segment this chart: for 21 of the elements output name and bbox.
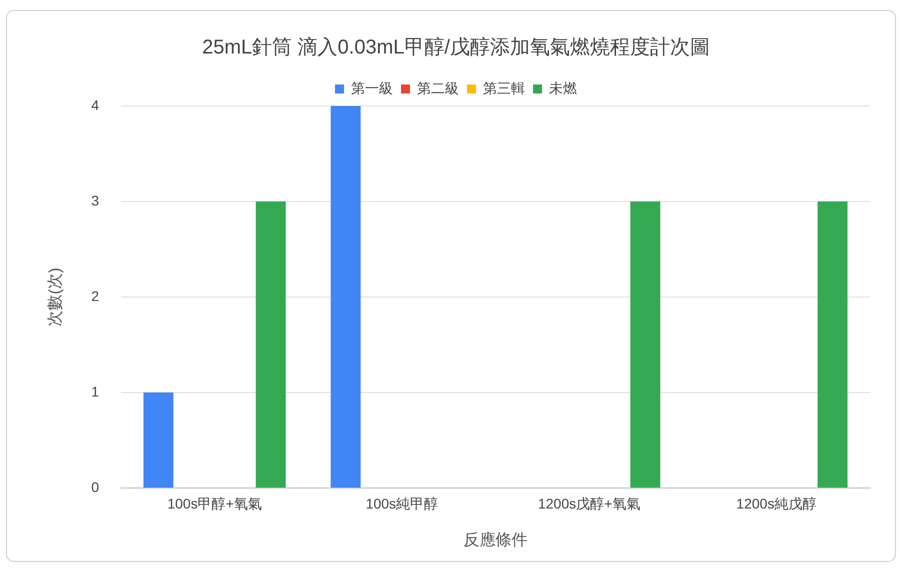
- bar: [330, 106, 361, 488]
- y-tick-label: 0: [91, 478, 100, 495]
- legend-label: 第三輯: [483, 80, 525, 96]
- x-tick-label: 100s甲醇+氧氣: [167, 495, 262, 512]
- chart-title: 25mL針筒 滴入0.03mL甲醇/戊醇添加氧氣燃燒程度計次圖: [202, 36, 710, 59]
- legend-label: 未燃: [549, 80, 577, 96]
- bar: [143, 392, 174, 488]
- x-axis-title: 反應條件: [463, 530, 528, 549]
- y-axis-title: 次數(次): [47, 268, 64, 326]
- legend-label: 第二級: [417, 80, 459, 96]
- y-tick-label: 3: [91, 192, 100, 208]
- bar: [818, 202, 848, 488]
- bar: [256, 202, 286, 488]
- y-tick-label: 1: [91, 383, 100, 400]
- x-tick-label: 100s純甲醇: [366, 495, 438, 512]
- legend-label: 第一級: [351, 80, 393, 96]
- x-tick-label: 1200s純戊醇: [736, 495, 816, 512]
- y-tick-label: 4: [91, 96, 100, 113]
- x-tick-label: 1200s戊醇+氧氣: [538, 495, 640, 512]
- y-tick-label: 2: [91, 288, 100, 304]
- bar: [630, 202, 660, 488]
